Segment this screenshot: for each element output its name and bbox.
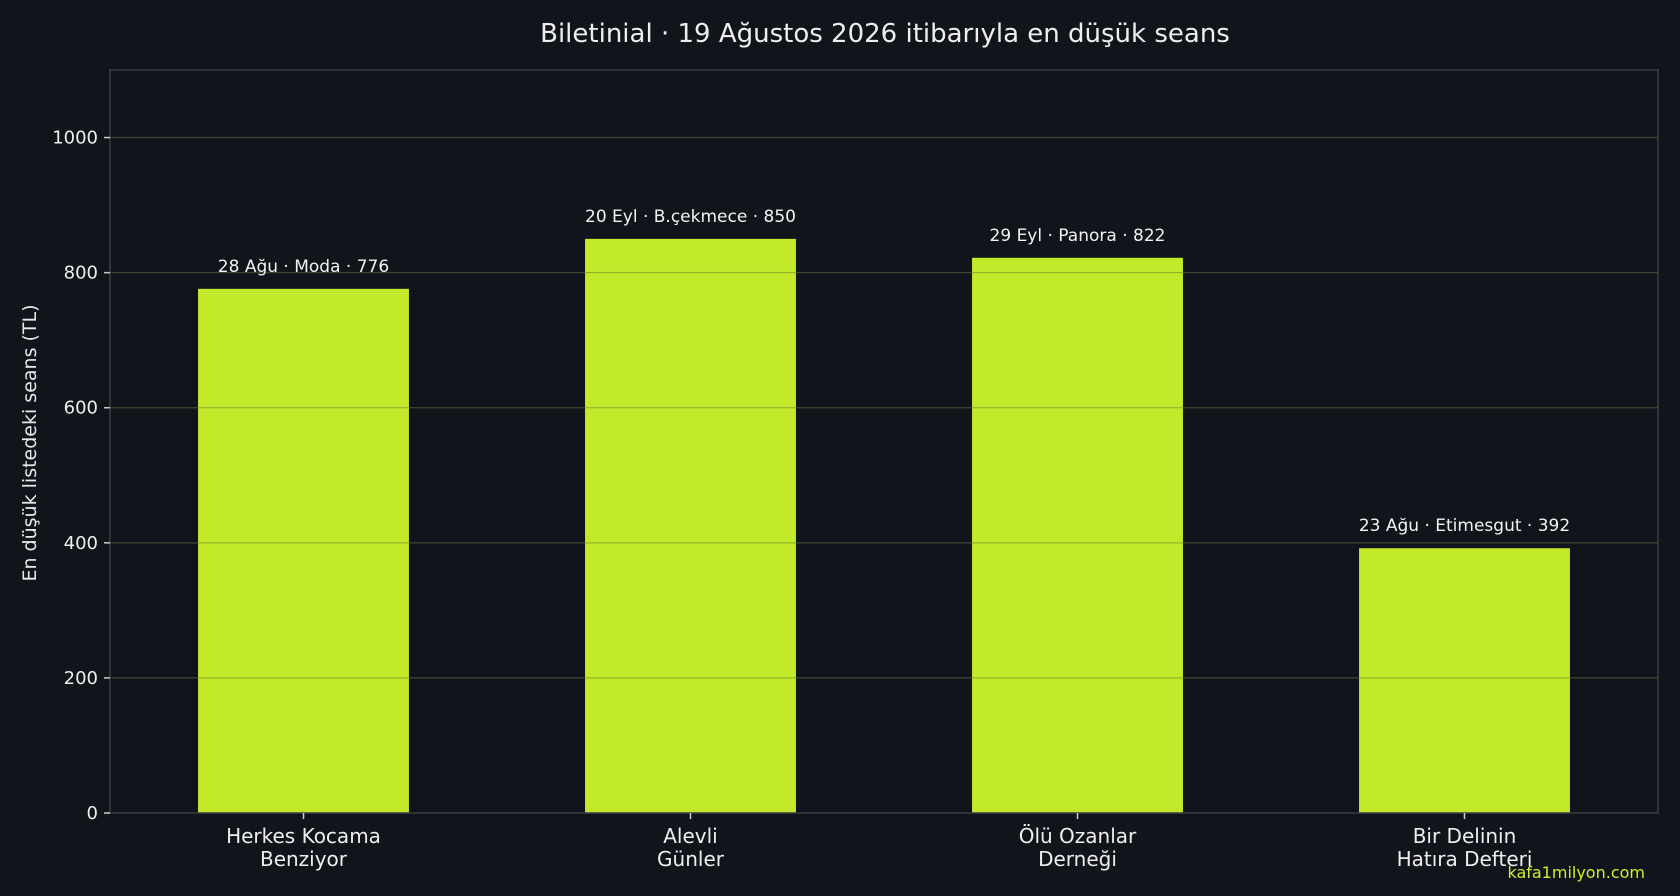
- x-tick-label: Hatıra Defteri: [1397, 847, 1533, 871]
- y-tick-label: 200: [64, 668, 98, 689]
- bar: [585, 238, 796, 813]
- x-tick-label: Alevli: [663, 824, 718, 848]
- bar: [972, 257, 1183, 813]
- x-tick-label: Günler: [657, 847, 725, 871]
- plot-frame: [109, 69, 1659, 814]
- bar-data-label: 20 Eyl · B.çekmece · 850: [585, 207, 796, 227]
- label-layer: 28 Ağu · Moda · 776 Herkes KocamaBenziyor…: [218, 207, 1570, 871]
- y-tick-label: 0: [87, 803, 98, 824]
- bar-data-label: 23 Ağu · Etimesgut · 392: [1359, 516, 1570, 536]
- watermark: kafa1milyon.com: [1507, 863, 1645, 882]
- tick-layer: 0 200 400 600 800 1000: [52, 128, 1466, 824]
- y-axis-label: En düşük listedeki seans (TL): [19, 304, 41, 581]
- x-tick-label: Herkes Kocama: [226, 824, 381, 848]
- grid-overlay: [110, 137, 1658, 679]
- y-tick-label: 400: [64, 533, 98, 554]
- y-tick-label: 1000: [52, 128, 98, 149]
- bar: [1359, 548, 1570, 813]
- x-tick-label: Benziyor: [260, 847, 348, 871]
- bar: [198, 288, 409, 813]
- bar-layer: [198, 238, 1570, 813]
- bar-data-label: 28 Ağu · Moda · 776: [218, 257, 389, 277]
- x-tick-label: Derneği: [1038, 847, 1117, 871]
- y-tick-label: 800: [64, 263, 98, 284]
- x-tick-label: Ölü Ozanlar: [1019, 824, 1137, 848]
- x-tick-label: Bir Delinin: [1413, 824, 1517, 848]
- y-tick-label: 600: [64, 398, 98, 419]
- bar-data-label: 29 Eyl · Panora · 822: [990, 226, 1166, 246]
- chart-title: Biletinial · 19 Ağustos 2026 itibarıyla …: [540, 19, 1230, 49]
